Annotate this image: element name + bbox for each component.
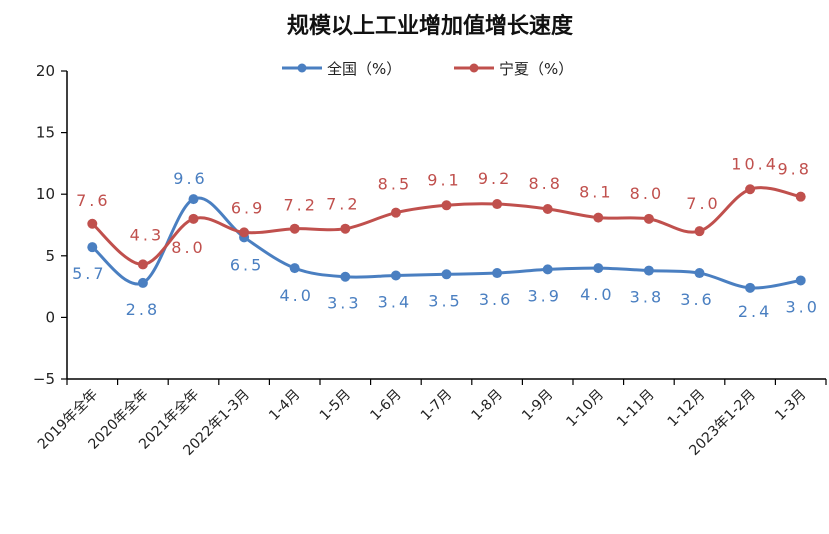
data-label-ningxia: 10.4 (731, 154, 779, 173)
data-label-ningxia: 8.8 (528, 174, 562, 193)
y-tick-label: 15 (36, 124, 55, 142)
data-point-national (593, 263, 604, 274)
data-point-national (643, 265, 654, 276)
data-point-national (795, 275, 806, 286)
data-label-national: 6.5 (230, 255, 264, 274)
data-point-ningxia (694, 226, 705, 237)
x-tick-label: 1-3月 (772, 387, 809, 424)
data-point-ningxia (390, 207, 401, 218)
legend-marker-national (297, 63, 307, 73)
data-label-ningxia: 7.2 (326, 195, 360, 214)
data-point-national (745, 282, 756, 293)
data-point-ningxia (593, 212, 604, 223)
data-point-ningxia (643, 213, 654, 224)
legend: 全国（%） 宁夏（%） (282, 60, 573, 78)
data-label-national: 2.4 (738, 302, 772, 321)
data-label-national: 3.6 (479, 290, 513, 309)
data-label-ningxia: 8.5 (378, 175, 412, 194)
y-tick-label: 10 (36, 185, 55, 203)
data-point-national (340, 271, 351, 282)
y-axis-ticks: 20 15 10 5 0 −5 (33, 62, 67, 388)
data-point-ningxia (795, 191, 806, 202)
data-point-ningxia (441, 200, 452, 211)
legend-label-national: 全国（%） (327, 60, 401, 78)
series-layer (87, 184, 806, 293)
legend-item-national: 全国（%） (282, 60, 401, 78)
data-point-ningxia (340, 223, 351, 234)
data-labels: 5.7 2.8 9.6 6.5 4.0 3.3 3.4 3.5 3.6 3.9 4.0 3.8 3.6 2… (72, 154, 819, 321)
x-tick-label: 1-12月 (665, 387, 709, 431)
data-point-national (390, 270, 401, 281)
y-tick-label: −5 (33, 370, 55, 388)
data-label-national: 3.9 (527, 286, 561, 305)
data-label-ningxia: 9.8 (777, 160, 811, 179)
data-label-national: 9.6 (173, 169, 207, 188)
data-label-ningxia: 9.2 (478, 169, 512, 188)
data-label-national: 3.6 (680, 290, 714, 309)
x-tick-label: 1-10月 (563, 387, 607, 431)
legend-item-ningxia: 宁夏（%） (454, 60, 573, 78)
data-label-ningxia: 8.1 (579, 183, 613, 202)
data-point-national (188, 194, 199, 205)
data-label-ningxia: 7.0 (686, 194, 720, 213)
data-label-ningxia: 7.2 (283, 196, 317, 215)
legend-marker-ningxia (469, 63, 479, 73)
x-tick-label: 1-8月 (469, 387, 506, 424)
chart-title: 规模以上工业增加值增长速度 (287, 13, 574, 39)
data-label-ningxia: 8.0 (171, 238, 205, 257)
data-label-national: 3.8 (630, 288, 664, 307)
y-tick-label: 0 (45, 308, 55, 326)
y-tick-label: 20 (36, 62, 55, 80)
data-label-national: 3.5 (428, 291, 462, 310)
data-label-ningxia: 8.0 (630, 184, 664, 203)
data-label-national: 3.4 (378, 293, 412, 312)
legend-label-ningxia: 宁夏（%） (499, 60, 573, 78)
data-label-national: 3.3 (327, 294, 361, 313)
data-label-national: 4.0 (580, 285, 614, 304)
data-label-ningxia: 7.6 (76, 191, 110, 210)
data-label-national: 3.0 (785, 297, 819, 316)
x-tick-label: 1-6月 (367, 387, 404, 424)
data-point-national (694, 268, 705, 279)
data-point-ningxia (87, 218, 98, 229)
data-label-national: 2.8 (126, 300, 160, 319)
data-point-national (289, 263, 300, 274)
x-tick-label: 1-5月 (317, 387, 354, 424)
y-tick-label: 5 (45, 247, 55, 265)
x-tick-label: 1-9月 (519, 387, 556, 424)
data-label-national: 4.0 (279, 286, 313, 305)
data-point-national (441, 269, 452, 280)
data-point-ningxia (289, 223, 300, 234)
data-point-ningxia (542, 203, 553, 214)
x-tick-label: 1-7月 (418, 387, 455, 424)
axes (66, 71, 826, 380)
x-tick-label: 1-11月 (614, 387, 658, 431)
data-point-ningxia (745, 184, 756, 195)
data-point-ningxia (239, 227, 250, 238)
data-label-ningxia: 4.3 (130, 225, 164, 244)
data-point-national (87, 242, 98, 253)
data-point-national (492, 268, 503, 279)
data-label-ningxia: 6.9 (231, 198, 265, 217)
data-label-national: 5.7 (72, 264, 106, 283)
data-point-ningxia (492, 199, 503, 210)
data-label-ningxia: 9.1 (427, 170, 461, 189)
data-point-national (542, 264, 553, 275)
data-point-national (137, 277, 148, 288)
data-point-ningxia (188, 213, 199, 224)
x-tick-label: 1-4月 (266, 387, 303, 424)
data-point-ningxia (137, 259, 148, 270)
